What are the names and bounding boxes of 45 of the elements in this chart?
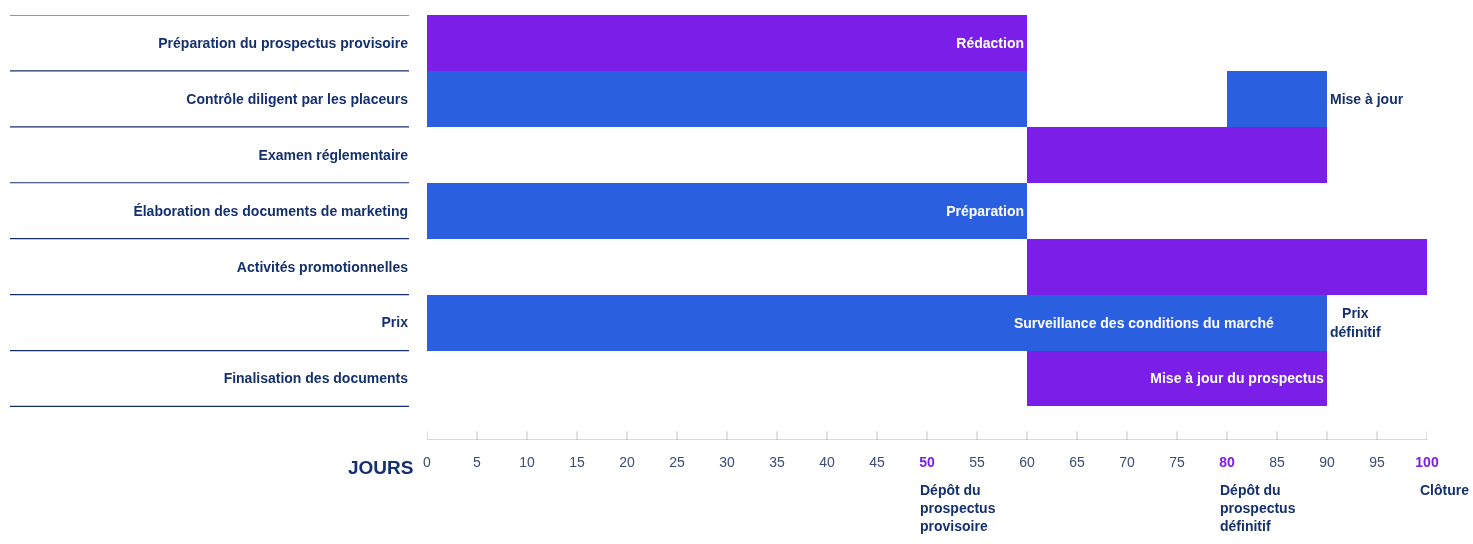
y-tick-label: Préparation du prospectus provisoire — [158, 34, 409, 51]
bar — [427, 182, 1027, 239]
x-tick-label: 45 — [869, 454, 885, 470]
x-tick-label: 85 — [1269, 454, 1285, 470]
x-tick-label: 55 — [969, 454, 985, 470]
x-tick-label: 95 — [1369, 454, 1385, 470]
x-tick-label: 0 — [423, 454, 432, 470]
x-tick-label: 80 — [1219, 454, 1235, 470]
bar — [1027, 126, 1327, 183]
x-tick-label: 10 — [519, 454, 535, 470]
bar — [1027, 350, 1327, 407]
x-tick-label: 60 — [1019, 454, 1035, 470]
x-tick-label: 65 — [1069, 454, 1085, 470]
data-label: Prix définitif — [1330, 305, 1381, 340]
x-tick-label: 30 — [719, 454, 735, 470]
data-label: Préparation — [946, 202, 1024, 219]
y-tick-label: Contrôle diligent par les placeurs — [186, 90, 409, 107]
x-tick-label: 50 — [919, 454, 935, 470]
data-label: Surveillance des conditions du marché — [1013, 314, 1274, 331]
x-tick-label: 5 — [473, 454, 482, 470]
y-tick-label: Examen réglementaire — [258, 146, 409, 163]
x-tick-label: 20 — [619, 454, 635, 470]
data-label: Mise à jour du prospectus — [1150, 370, 1324, 387]
text: Dépôt du prospectus définitif — [1220, 482, 1296, 535]
data-label: Rédaction — [956, 34, 1024, 51]
bar — [427, 70, 1027, 127]
x-tick-label: 90 — [1319, 454, 1335, 470]
y-tick-label: Prix — [381, 314, 409, 331]
x-tick-label: 100 — [1415, 454, 1439, 470]
x-tick-label: 75 — [1169, 454, 1185, 470]
bar — [1227, 70, 1327, 127]
y-tick-label: Activités promotionnelles — [236, 258, 409, 275]
x-tick-label: 70 — [1119, 454, 1135, 470]
x-tick-label: 25 — [669, 454, 685, 470]
x-tick-label: 40 — [819, 454, 835, 470]
bar — [1027, 238, 1427, 295]
x-axis-title: JOURS — [348, 457, 414, 478]
y-tick-label: Élaboration des documents de marketing — [133, 202, 408, 219]
data-label: Mise à jour — [1330, 90, 1404, 107]
x-tick-label: 15 — [569, 454, 585, 470]
y-tick-label: Finalisation des documents — [223, 370, 409, 387]
text: Dépôt du prospectus provisoire — [920, 482, 996, 535]
x-tick-label: 35 — [769, 454, 785, 470]
text: Clôture — [1420, 482, 1470, 498]
bar — [427, 15, 1027, 71]
